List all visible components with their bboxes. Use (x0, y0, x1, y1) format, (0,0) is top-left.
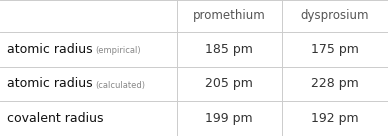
Text: dysprosium: dysprosium (301, 10, 369, 22)
Text: 175 pm: 175 pm (311, 43, 359, 56)
Text: 205 pm: 205 pm (205, 78, 253, 90)
Text: 199 pm: 199 pm (206, 112, 253, 125)
Text: atomic radius: atomic radius (7, 78, 93, 90)
Text: 228 pm: 228 pm (311, 78, 359, 90)
Text: covalent radius: covalent radius (7, 112, 104, 125)
Text: atomic radius: atomic radius (7, 43, 93, 56)
Text: (calculated): (calculated) (96, 81, 146, 90)
Text: 192 pm: 192 pm (311, 112, 359, 125)
Text: promethium: promethium (193, 10, 266, 22)
Text: 185 pm: 185 pm (205, 43, 253, 56)
Text: (empirical): (empirical) (96, 46, 141, 55)
